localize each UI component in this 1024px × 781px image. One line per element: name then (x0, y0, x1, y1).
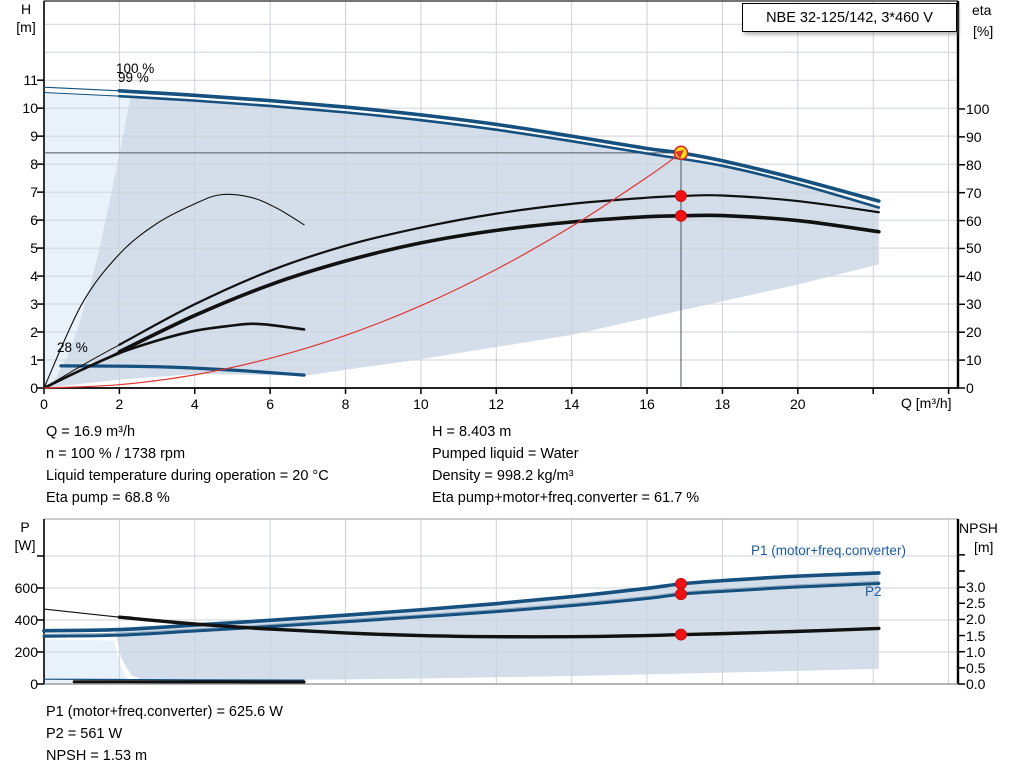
curve-system-curve (43, 152, 682, 389)
tick-label-x: 8 (341, 396, 350, 412)
tick-label-x: 4 (190, 396, 199, 412)
curve-eta-pump (118, 194, 880, 346)
result-h: H = 8.403 m (432, 424, 512, 440)
tick-label-right: 1.0 (966, 643, 986, 660)
tick-label-left: 0 (30, 380, 38, 396)
curve-p2-highlight (43, 580, 880, 635)
curve-label: P2 (865, 584, 882, 599)
region-low-speed-region (44, 92, 131, 388)
result-eta-pump: Eta pump = 68.8 % (46, 490, 170, 506)
tick-label-left: 11 (23, 72, 38, 89)
tick-label-x: 2 (115, 396, 124, 412)
tick-label-right: 30 (966, 296, 982, 313)
tick-label-x: 0 (40, 396, 48, 412)
tick-label-right: 2.0 (966, 611, 986, 628)
tick-label-left: 4 (30, 268, 38, 285)
tick-label-right: 60 (966, 212, 982, 229)
curve-label: 100 % (116, 61, 155, 76)
marker-p2-point (675, 588, 687, 601)
tick-label-left: 9 (30, 128, 38, 145)
tick-label-right: 40 (966, 268, 982, 285)
result-speed: n = 100 % / 1738 rpm (46, 446, 186, 462)
tick-label-x: 16 (639, 396, 655, 412)
region-power-envelope (115, 574, 879, 681)
tick-label-x: 12 (488, 396, 505, 412)
tick-label-right: 70 (966, 184, 982, 201)
curve-head-28pct (59, 364, 306, 377)
result-npsh: NPSH = 1.53 m (46, 748, 148, 764)
tick-label-left: 3 (30, 296, 38, 313)
curve-eta-total (117, 213, 881, 354)
curve-head-99pct-thin (43, 92, 120, 97)
result-q: Q = 16.9 m³/h (46, 424, 136, 440)
axis-unit-w: [W] (14, 537, 36, 553)
marker-npsh-point (675, 628, 687, 641)
tick-label-right: 0.5 (966, 659, 986, 676)
region-power-low-speed-region (44, 639, 142, 684)
axis-unit-m: [m] (16, 19, 36, 35)
tick-label-left: 0 (30, 676, 38, 692)
tick-label-right: 50 (966, 240, 982, 257)
tick-label-right: 0 (966, 380, 974, 396)
result-liquid-temp: Liquid temperature during operation = 20… (46, 468, 329, 484)
tick-label-right: 3.0 (966, 579, 986, 596)
curve-npsh-thin (43, 608, 120, 618)
tick-label-left: 7 (30, 184, 38, 201)
tick-label-right: 2.5 (966, 595, 986, 612)
curve-p1-min-speed (43, 678, 305, 681)
tick-label-left: 6 (30, 212, 38, 229)
marker-arrow (674, 149, 684, 159)
tick-label-left: 10 (22, 100, 38, 117)
curve-eta-total-28pct (42, 322, 306, 390)
tick-label-x: 18 (714, 396, 731, 412)
marker-p1-point (675, 577, 687, 590)
tick-label-left: 400 (14, 611, 38, 628)
result-p2: P2 = 561 W (46, 726, 123, 742)
curve-eta-pump-28pct (43, 193, 305, 389)
result-density: Density = 998.2 kg/m³ (432, 468, 574, 484)
region-operating-envelope (44, 95, 879, 388)
tick-label-right: 20 (966, 324, 982, 341)
tick-label-x: 14 (563, 396, 580, 412)
tick-label-right: 100 (966, 100, 990, 117)
axis-title-h: H (20, 1, 32, 17)
marker-eta-pump-point (675, 190, 687, 202)
tick-label-right: 0.0 (966, 676, 986, 692)
curve-head-100pct-thin (43, 86, 120, 92)
axis-title-eta: eta (972, 2, 992, 18)
marker-eta-total-point (675, 209, 687, 222)
axis-unit-npsh-m: [m] (974, 539, 994, 555)
tick-label-left: 2 (30, 324, 38, 341)
tick-label-x: 6 (266, 396, 275, 412)
result-pumped-liquid: Pumped liquid = Water (432, 446, 579, 462)
axis-unit-pct: [%] (973, 23, 994, 39)
result-eta-total: Eta pump+motor+freq.converter = 61.7 % (432, 490, 700, 506)
tick-label-left: 8 (30, 156, 38, 173)
axis-title-q: Q [m³/h] (901, 395, 952, 411)
curve-npsh (117, 615, 881, 639)
tick-label-left: 1 (30, 352, 38, 369)
curve-label: P1 (motor+freq.converter) (751, 543, 906, 558)
tick-label-right: 1.5 (966, 627, 986, 644)
pump-title: NBE 32-125/142, 3*460 V (766, 9, 933, 26)
tick-label-x: 20 (790, 396, 806, 412)
tick-label-left: 5 (30, 240, 38, 257)
curve-label: 28 % (57, 340, 88, 355)
curve-head-99pct (118, 94, 881, 209)
tick-label-left: 600 (14, 579, 38, 596)
tick-label-x: 10 (413, 396, 429, 412)
tick-label-right: 10 (966, 352, 982, 369)
tick-label-right: 90 (966, 128, 982, 145)
axis-title-npsh: NPSH (959, 520, 998, 536)
tick-label-right: 80 (966, 156, 982, 173)
curve-label: 99 % (118, 70, 149, 85)
curve-head-100pct (117, 89, 881, 203)
curve-p2 (42, 581, 881, 638)
result-p1: P1 (motor+freq.converter) = 625.6 W (46, 704, 283, 720)
axis-title-p: P (20, 519, 30, 535)
pump-title-box: NBE 32-125/142, 3*460 V (742, 3, 957, 32)
tick-label-left: 200 (14, 643, 38, 660)
